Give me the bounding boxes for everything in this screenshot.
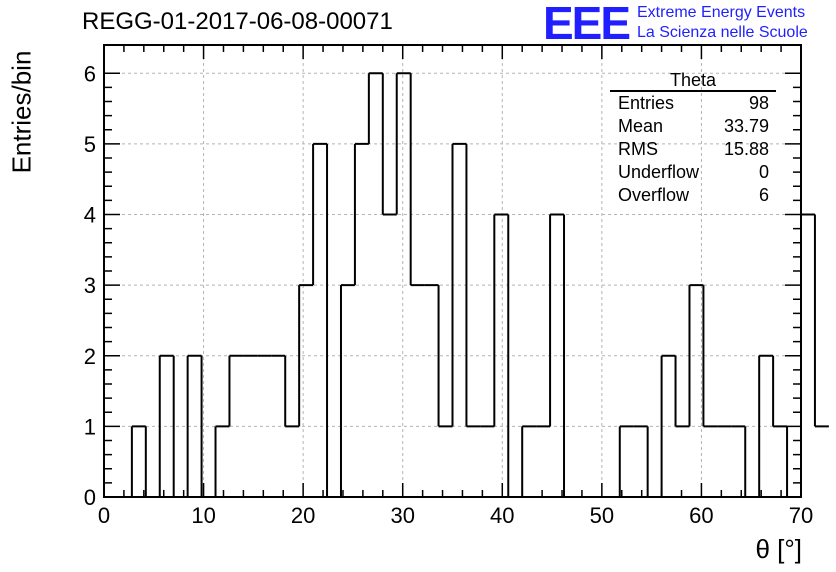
- histogram-bin: [298, 284, 314, 427]
- x-axis-label: θ [°]: [755, 534, 802, 564]
- histogram-bin: [772, 355, 788, 428]
- histogram-bin: [800, 213, 815, 497]
- axis-ticks: [103, 45, 802, 498]
- histogram-bin: [326, 143, 341, 498]
- histogram-bin: [158, 354, 174, 497]
- histogram-bin: [381, 73, 397, 216]
- histogram-bin: [702, 285, 718, 428]
- histogram-bin: [688, 284, 704, 427]
- histogram-bin: [786, 426, 801, 498]
- histogram-bin: [339, 284, 355, 497]
- histogram-bin: [130, 425, 146, 497]
- stats-box: Theta Entries 98 Mean 33.79 RMS 15.88 Un…: [610, 71, 776, 207]
- histogram-bin: [493, 213, 509, 427]
- y-tick-label: 1: [84, 414, 96, 439]
- stats-value: 6: [758, 185, 769, 205]
- stats-title: Theta: [610, 71, 776, 92]
- y-tick-label: 6: [84, 61, 96, 86]
- chart-title: REGG-01-2017-06-08-00071: [82, 8, 393, 35]
- histogram-bin: [660, 354, 676, 497]
- histogram-bin: [312, 142, 328, 286]
- x-tick-label: 40: [490, 503, 514, 528]
- y-tick-label: 4: [84, 203, 96, 228]
- logo-caption-line1: Extreme Energy Events: [637, 4, 806, 21]
- histogram-series: [104, 72, 829, 498]
- x-tick-label: 70: [789, 503, 813, 528]
- stats-value: 0: [758, 162, 769, 182]
- logo-caption-line2: La Scienza nelle Scuole: [637, 24, 808, 41]
- stats-label: Entries: [618, 93, 675, 113]
- histogram-bin: [353, 142, 369, 286]
- y-tick-label: 2: [84, 344, 96, 369]
- stats-value: 33.79: [723, 116, 769, 136]
- histogram-bin: [549, 213, 565, 427]
- histogram-bin: [172, 355, 188, 498]
- stats-row-underflow: Underflow 0: [610, 161, 776, 184]
- histogram-bin: [674, 355, 690, 428]
- eee-logo: EEE: [543, 0, 631, 49]
- x-tick-label: 0: [98, 503, 110, 528]
- y-tick-label: 0: [84, 485, 96, 510]
- histogram-bin: [437, 285, 453, 428]
- histogram-bin: [465, 143, 481, 428]
- x-tick-label: 30: [390, 503, 414, 528]
- y-tick-label: 3: [84, 273, 96, 298]
- stats-row-mean: Mean 33.79: [610, 115, 776, 138]
- histogram-bin: [451, 142, 467, 427]
- x-tick-label: 20: [291, 503, 315, 528]
- x-tick-label: 50: [590, 503, 614, 528]
- stats-label: RMS: [618, 139, 658, 159]
- histogram-bin: [144, 426, 160, 498]
- stats-label: Overflow: [618, 185, 690, 205]
- x-tick-label: 60: [689, 503, 713, 528]
- histogram-bin: [395, 72, 411, 215]
- stats-value: 98: [748, 93, 769, 113]
- stats-label: Mean: [618, 116, 664, 136]
- histogram-bin: [618, 425, 634, 497]
- histogram-bin: [646, 426, 662, 498]
- x-tick-label: 10: [191, 503, 215, 528]
- histogram-bin: [367, 72, 383, 144]
- logo-caption: Extreme Energy Events La Scienza nelle S…: [637, 3, 808, 43]
- stats-row-entries: Entries 98: [610, 92, 776, 115]
- stats-label: Underflow: [618, 162, 700, 182]
- histogram-bin: [228, 354, 244, 427]
- stats-value: 15.88: [723, 139, 769, 159]
- histogram-bin: [744, 426, 760, 498]
- y-tick-label: 5: [84, 132, 96, 157]
- histogram-bin: [521, 425, 537, 497]
- stats-row-rms: RMS 15.88: [610, 138, 776, 161]
- histogram-bin: [214, 425, 230, 497]
- y-axis-label: Entries/bin: [6, 50, 37, 174]
- histogram-bin: [758, 354, 774, 497]
- histogram-bin: [409, 73, 425, 287]
- histogram-bin: [813, 214, 829, 428]
- stats-row-overflow: Overflow 6: [610, 184, 776, 207]
- histogram-bin: [186, 354, 202, 497]
- histogram-bin: [284, 355, 300, 428]
